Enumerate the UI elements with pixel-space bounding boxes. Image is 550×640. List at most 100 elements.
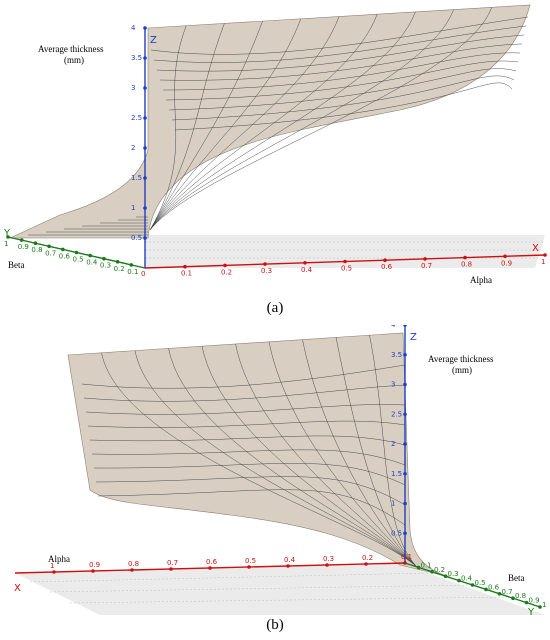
- z-a-tick-mark: [143, 176, 147, 180]
- z-a-tick-mark: [143, 146, 147, 150]
- z-b-tick-label: 2.5: [391, 410, 402, 418]
- z-a-tick-mark: [143, 236, 147, 240]
- z-b-tick-label: 3.5: [391, 351, 402, 359]
- x-axis-letter-b: X: [14, 583, 21, 594]
- mesh-line: [87, 420, 406, 428]
- x-axis-label-b: Alpha: [48, 554, 70, 564]
- z-axis-label-line2-a: (mm): [64, 55, 84, 65]
- x-b-tick-label: 0.2: [362, 554, 373, 562]
- y-b-tick-mark: [497, 592, 502, 596]
- z-b-tick-mark: [403, 382, 407, 387]
- y-a-tick-mark: [33, 241, 38, 245]
- y-ticks-a: 0.10.20.30.40.50.60.70.80.9 1: [4, 235, 138, 276]
- y-a-tick-label: 0.2: [114, 265, 125, 273]
- y-b-tick-mark: [538, 605, 542, 609]
- surface-plot-a: 0.1 0.2 0.3 0.4 0.5 0.6 0.7 0.8 0.9 1 0.10.20.30.…: [3, 4, 547, 285]
- x-b-tick-mark: [364, 562, 368, 566]
- y-a-tick-label: 0.5: [73, 256, 84, 264]
- y-a-tick-label: 0.7: [45, 249, 56, 257]
- z-b-tick-label: 2: [391, 440, 395, 448]
- mesh-line: [156, 34, 525, 72]
- thickness-surface-b: [67, 332, 451, 578]
- mesh-line: [149, 7, 493, 231]
- mesh-line: [369, 335, 421, 571]
- x-b-tick-label: 0.1: [401, 553, 412, 561]
- y-a-tick-label: 0.8: [31, 246, 42, 254]
- y-b-tick-label: 0.3: [448, 570, 459, 578]
- z-b-tick-mark: [403, 501, 407, 506]
- mesh-line: [153, 25, 527, 63]
- z-a-tick-label: 0.5: [131, 234, 142, 242]
- z-a-tick-label: 2: [131, 144, 135, 152]
- y-b-tick-label: 0.9: [529, 597, 540, 605]
- x-a-tick-mark: [303, 261, 307, 265]
- thickness-surface-a: [9, 4, 531, 239]
- x-a-tick-label: 0.8: [461, 261, 472, 269]
- y-a-tick-mark: [74, 250, 79, 255]
- y-a-tick-label: 1: [4, 240, 8, 248]
- z-b-tick-label: 1: [391, 500, 395, 508]
- x-a-tick-mark: [183, 264, 187, 269]
- y-b-tick-label: 0.4: [461, 575, 473, 583]
- z-b-tick-mark: [403, 531, 407, 536]
- mesh-line: [201, 346, 421, 571]
- mesh-line: [149, 9, 454, 231]
- y-a-tick-mark: [47, 244, 51, 249]
- y-a-tick-mark: [19, 238, 24, 242]
- y-b-tick-label: 0.7: [502, 588, 513, 596]
- x-b-tick-label: 0.9: [89, 561, 100, 569]
- mesh-line: [101, 352, 421, 571]
- y-b-tick-mark: [511, 596, 515, 600]
- y-b-tick-label: 0.6: [488, 583, 500, 591]
- mesh-line: [150, 16, 529, 55]
- y-b-tick-label: 0.2: [434, 566, 445, 574]
- x-b-tick-mark: [247, 565, 251, 569]
- mesh-line: [171, 75, 515, 121]
- floor-grid-a: [145, 241, 543, 259]
- mesh-line: [83, 384, 406, 402]
- z-axis-label-line1-b: Average thickness: [428, 354, 494, 364]
- panel-b: 1 0.9 0.8 0.7 0.6 0.5 0.4 0.3 0.2 0.1 0.1 0.2 0.3 0.…: [0, 325, 550, 640]
- mesh-line: [149, 18, 302, 231]
- surface-plot-b: 1 0.9 0.8 0.7 0.6 0.5 0.4 0.3 0.2 0.1 0.10.20.30.…: [14, 325, 546, 615]
- y-a-tick-mark: [61, 247, 65, 252]
- z-a-tick-label: 4: [131, 24, 136, 32]
- mesh-line: [95, 476, 406, 506]
- mesh-line: [159, 43, 523, 81]
- x-a-tick-label: 0.6: [381, 263, 393, 271]
- mesh-line: [302, 339, 421, 571]
- mesh-line: [165, 60, 519, 101]
- x-b-tick-label: 0.4: [284, 556, 296, 564]
- panel-a: 0.1 0.2 0.3 0.4 0.5 0.6 0.7 0.8 0.9 1 0.1 0.2 0.3 0.…: [3, 4, 547, 316]
- mesh-line: [162, 52, 521, 91]
- z-axis-letter-b: Z: [410, 332, 417, 343]
- mesh-line: [235, 343, 421, 571]
- x-a-tick-mark: [263, 262, 267, 266]
- y-axis-label-b: Beta: [508, 573, 525, 583]
- z-b-tick-label: 1.5: [391, 470, 402, 478]
- x-a-tick-label: 0.9: [501, 259, 512, 267]
- y-b-tick-mark: [484, 587, 488, 592]
- x-b-tick-mark: [169, 567, 173, 571]
- x-b-tick-mark: [403, 561, 407, 565]
- mesh-line: [134, 350, 421, 571]
- mesh-line: [85, 404, 406, 415]
- mesh-line: [149, 25, 187, 231]
- z-a-tick-label: 1.5: [131, 174, 142, 182]
- z-a-tick-label: 1: [131, 204, 135, 212]
- mesh-line: [174, 82, 513, 131]
- y-axis-letter-a: Y: [3, 228, 11, 239]
- mesh-line: [168, 68, 517, 111]
- origin-label-a: 0: [141, 270, 145, 278]
- x-a-tick-mark: [503, 254, 507, 259]
- floor-plane-a: [145, 235, 545, 268]
- z-b-tick-mark: [403, 442, 407, 446]
- z-b-tick-label: 3: [391, 381, 395, 389]
- x-b-tick-label: 0.5: [245, 557, 256, 565]
- x-a-tick-label: 0.1: [181, 270, 192, 278]
- z-a-tick-mark: [143, 206, 147, 210]
- y-b-tick-mark: [457, 578, 461, 583]
- z-axis-letter-a: Z: [150, 35, 157, 46]
- x-a-tick-mark: [223, 263, 227, 268]
- x-a-tick-label: 0.7: [421, 262, 432, 270]
